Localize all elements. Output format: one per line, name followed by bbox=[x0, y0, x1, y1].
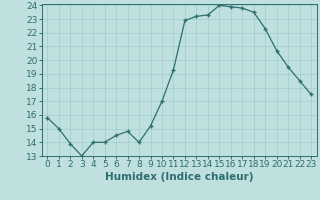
X-axis label: Humidex (Indice chaleur): Humidex (Indice chaleur) bbox=[105, 172, 253, 182]
